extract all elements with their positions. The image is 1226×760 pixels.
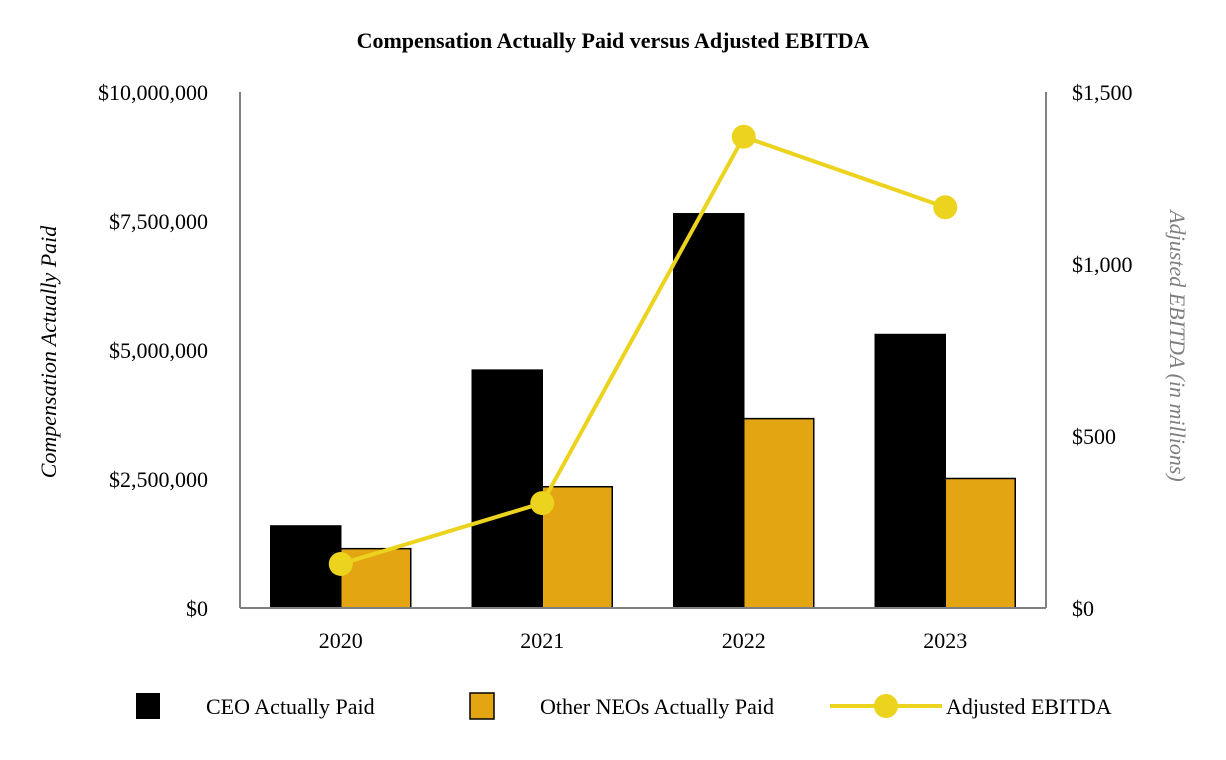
ebitda-line (340, 134, 946, 566)
right-axis-title: Adjusted EBITDA (in millions) (1165, 208, 1190, 482)
left-tick-labels: $0 $2,500,000 $5,000,000 $7,500,000 $10,000,… (98, 80, 208, 621)
bar-neo-2023 (944, 477, 1016, 609)
left-tick-label-0: $0 (186, 596, 208, 621)
ebitda-point-2023 (933, 195, 958, 220)
chart-title: Compensation Actually Paid versus Adjust… (357, 28, 870, 53)
right-tick-label-2: $1,000 (1072, 252, 1133, 277)
legend-label-ebitda: Adjusted EBITDA (946, 694, 1112, 719)
bar-neo-2020 (340, 547, 412, 609)
legend-marker-ebitda (874, 694, 898, 718)
legend-swatch-ceo (136, 693, 160, 719)
right-tick-labels: $0 $500 $1,000 $1,500 (1072, 80, 1133, 621)
ebitda-point-2022 (731, 124, 756, 149)
x-tick-label-2021: 2021 (520, 628, 564, 653)
legend-label-neo: Other NEOs Actually Paid (540, 694, 774, 719)
right-tick-label-0: $0 (1072, 596, 1094, 621)
bars (270, 213, 1016, 609)
legend-swatch-neo (469, 692, 495, 720)
bar-ceo-2023 (874, 333, 946, 609)
left-tick-label-1: $2,500,000 (109, 467, 208, 492)
left-tick-label-4: $10,000,000 (98, 80, 208, 105)
bar-neo-2022 (743, 417, 815, 609)
right-tick-label-1: $500 (1072, 424, 1116, 449)
bar-ceo-2020 (270, 525, 342, 609)
left-axis-title: Compensation Actually Paid (36, 225, 61, 479)
ebitda-point-2020 (328, 551, 353, 576)
x-tick-label-2020: 2020 (319, 628, 363, 653)
legend: CEO Actually Paid Other NEOs Actually Pa… (136, 692, 1112, 720)
bar-neo-2021 (541, 485, 613, 609)
x-tick-labels: 2020 2021 2022 2023 (319, 628, 968, 653)
bar-ceo-2022 (673, 213, 745, 609)
ebitda-line-series (328, 124, 958, 576)
bar-ceo-2021 (471, 369, 543, 609)
ebitda-point-2021 (530, 491, 555, 516)
left-tick-label-3: $7,500,000 (109, 209, 208, 234)
x-tick-label-2022: 2022 (722, 628, 766, 653)
left-tick-label-2: $5,000,000 (109, 338, 208, 363)
x-tick-label-2023: 2023 (923, 628, 967, 653)
right-tick-label-3: $1,500 (1072, 80, 1133, 105)
legend-label-ceo: CEO Actually Paid (206, 694, 375, 719)
